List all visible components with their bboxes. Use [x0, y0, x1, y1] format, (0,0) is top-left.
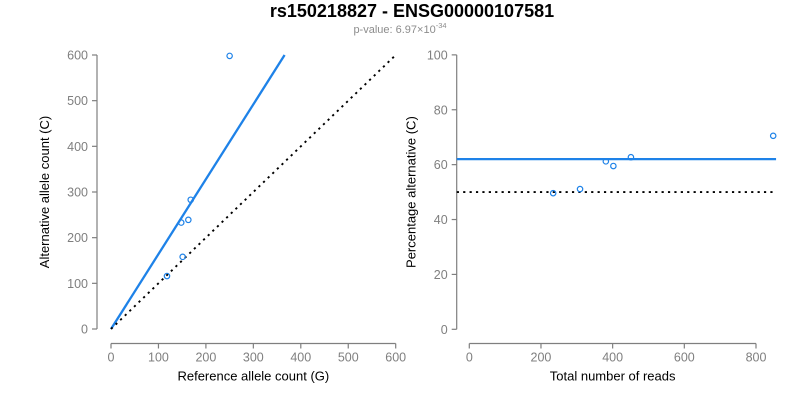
subtitle-exponent: -34: [436, 21, 447, 30]
fitted-ratio-line: [110, 54, 286, 330]
x-tick-label: 200: [195, 351, 216, 365]
data-point: [627, 153, 635, 161]
y-tick-label: 400: [67, 140, 88, 154]
data-point: [576, 185, 584, 193]
x-tick-label: 0: [108, 351, 115, 365]
y-tick-label: 200: [67, 231, 88, 245]
allele-counts-plot: 0 100 200 300 400 500 600 0 100 200 300 400 500 600 Re…: [37, 48, 406, 383]
x-tick-label: 600: [385, 351, 406, 365]
x-tick-label: 400: [602, 351, 623, 365]
data-point: [226, 52, 233, 60]
data-point: [179, 253, 186, 261]
data-point: [549, 189, 557, 197]
x-tick-label: 0: [466, 351, 473, 365]
identity-line: [110, 54, 397, 330]
y-tick-label: 20: [434, 268, 448, 282]
x-tick-label: 800: [746, 351, 767, 365]
y-tick-label: 40: [434, 213, 448, 227]
y-tick-label: 60: [434, 158, 448, 172]
figure-subtitle: p-value: 6.97×10-34: [353, 21, 446, 36]
y-tick-label: 80: [434, 103, 448, 117]
y-tick-label: 100: [427, 48, 448, 62]
x-tick-label: 400: [290, 351, 311, 365]
subtitle-base: p-value: 6.97×10: [353, 24, 435, 36]
x-tick-label: 600: [674, 351, 695, 365]
data-point: [185, 216, 192, 224]
data-point: [610, 162, 617, 170]
data-point: [163, 272, 171, 280]
y-axis-title: Alternative allele count (C): [37, 116, 52, 268]
y-tick-label: 100: [67, 277, 88, 291]
y-tick-label: 500: [67, 94, 88, 108]
x-axis-title: Total number of reads: [550, 369, 676, 384]
data-point: [602, 158, 610, 165]
x-tick-label: 300: [243, 351, 264, 365]
x-tick-label: 500: [338, 351, 359, 365]
data-point: [187, 196, 195, 204]
y-tick-label: 300: [67, 185, 88, 199]
percentage-alternative-plot: 0 20 40 60 80 100 0 200 400 600 800 Total number of…: [404, 48, 777, 384]
y-axis-title: Percentage alternative (C): [404, 116, 419, 268]
figure-title: rs150218827 - ENSG00000107581: [270, 1, 554, 21]
data-point: [177, 219, 185, 226]
data-point: [769, 132, 777, 140]
y-tick-label: 600: [67, 48, 88, 62]
y-tick-label: 0: [441, 323, 448, 337]
x-axis-title: Reference allele count (G): [177, 369, 329, 384]
y-tick-label: 0: [81, 323, 88, 337]
x-tick-label: 100: [148, 351, 169, 365]
x-tick-label: 200: [531, 351, 552, 365]
